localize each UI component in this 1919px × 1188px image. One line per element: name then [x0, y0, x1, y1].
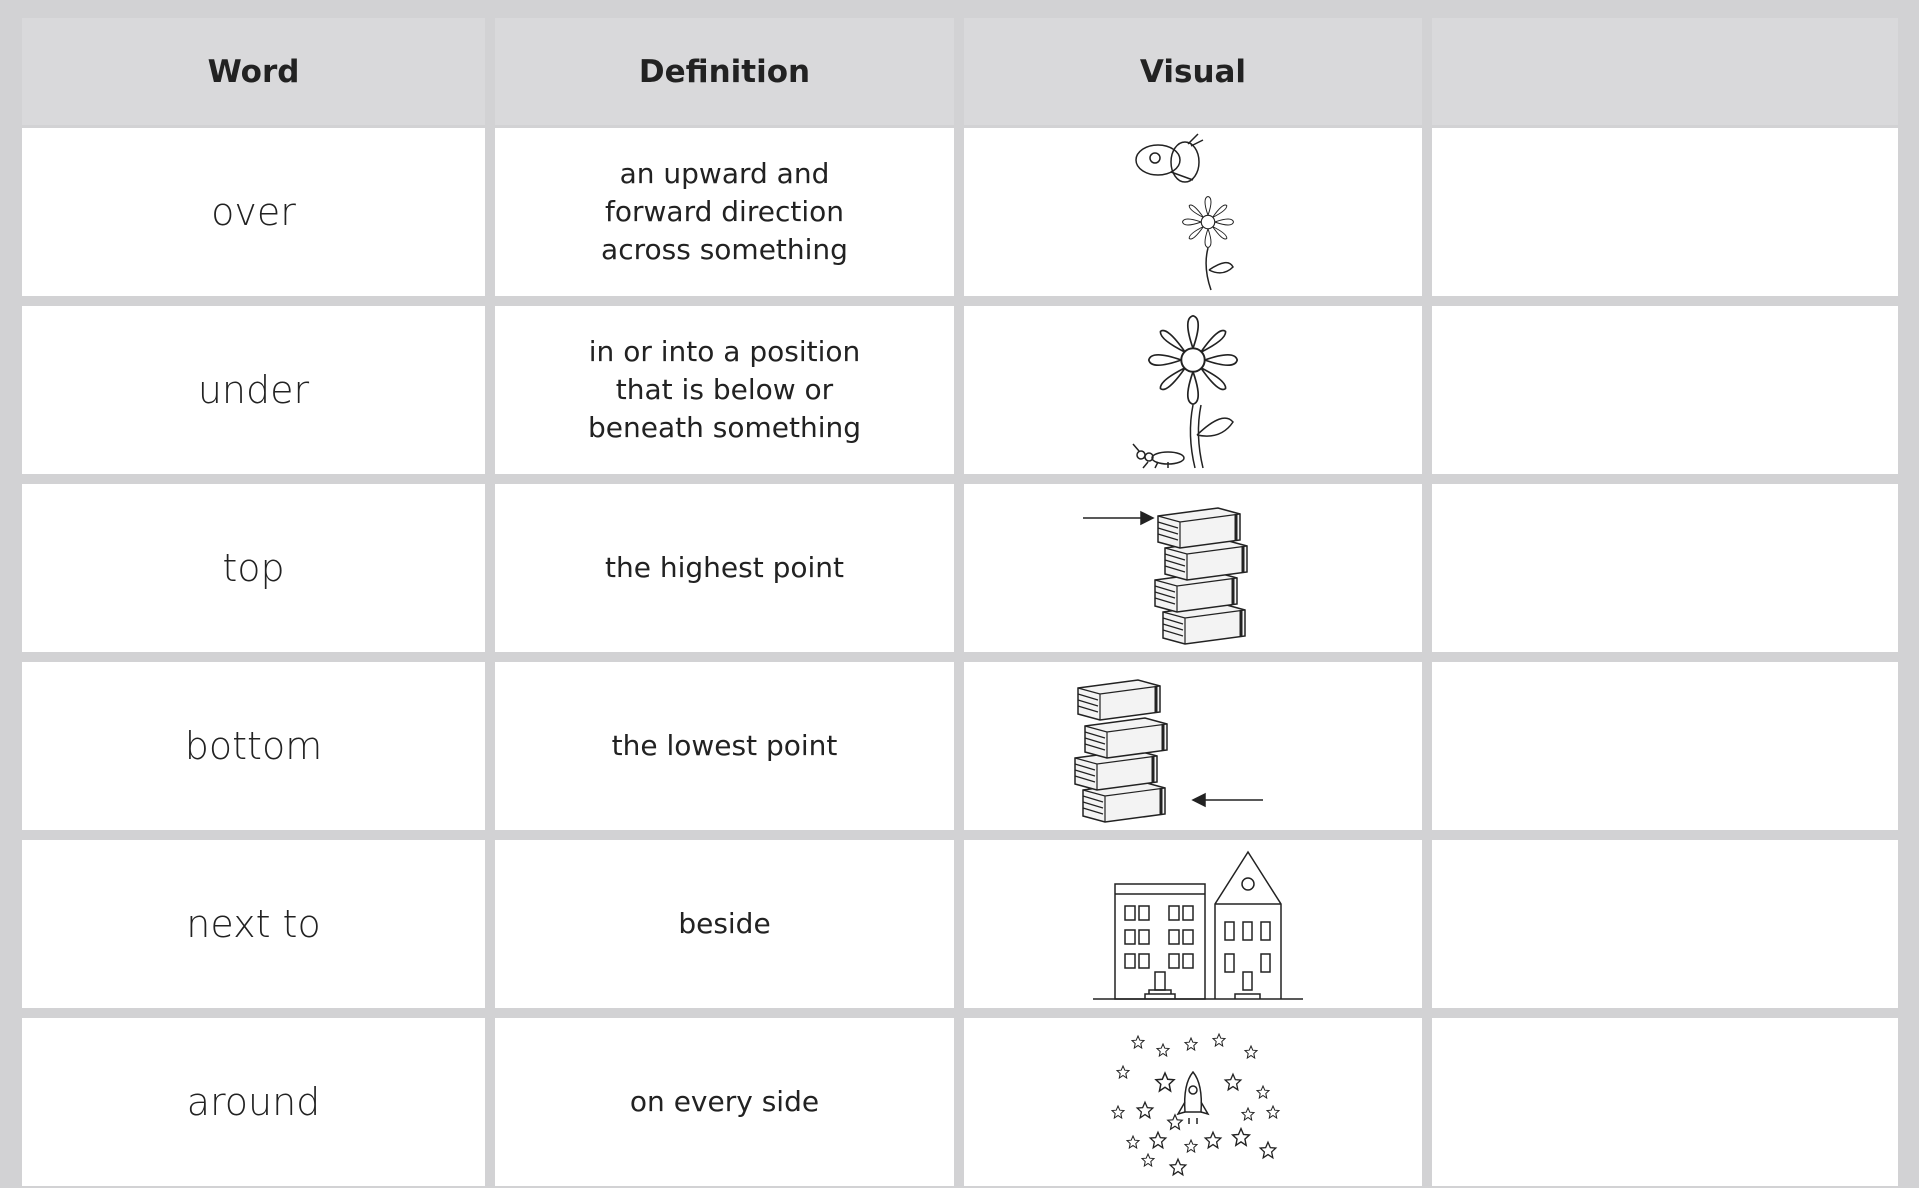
word: bottom [22, 662, 485, 830]
buildings-next-to [1093, 850, 1303, 1000]
books-top-arrow [1083, 506, 1249, 646]
blank-cell [1432, 484, 1898, 652]
header-cell: Definition [495, 18, 954, 125]
blank-cell [1432, 306, 1898, 474]
ant-under-flower [1132, 314, 1239, 469]
visual-cell [964, 128, 1422, 296]
blank-cell [1432, 1018, 1898, 1186]
butterfly-over-flower [1135, 133, 1235, 291]
definition: in or into a position that is below or b… [495, 306, 954, 474]
blank-cell [1432, 662, 1898, 830]
vocabulary-table: Word Definition Visual over an upward an… [22, 18, 1898, 1186]
visual-cell [964, 306, 1422, 474]
word: top [22, 484, 485, 652]
blank-cell [1432, 128, 1898, 296]
header-cell: Word [22, 18, 485, 125]
word: next to [22, 840, 485, 1008]
visual-cell [964, 840, 1422, 1008]
visual-cell [964, 484, 1422, 652]
visual-cell [964, 662, 1422, 830]
word: under [22, 306, 485, 474]
stars-around-rocket [1111, 1033, 1280, 1176]
visual-cell [964, 1018, 1422, 1186]
word: over [22, 128, 485, 296]
definition: an upward and forward direction across s… [495, 128, 954, 296]
books-bottom-arrow [1073, 678, 1263, 824]
definition: on every side [495, 1018, 954, 1186]
definition: the lowest point [495, 662, 954, 830]
definition: beside [495, 840, 954, 1008]
header-cell [1432, 18, 1898, 125]
blank-cell [1432, 840, 1898, 1008]
definition: the highest point [495, 484, 954, 652]
header-cell: Visual [964, 18, 1422, 125]
word: around [22, 1018, 485, 1186]
